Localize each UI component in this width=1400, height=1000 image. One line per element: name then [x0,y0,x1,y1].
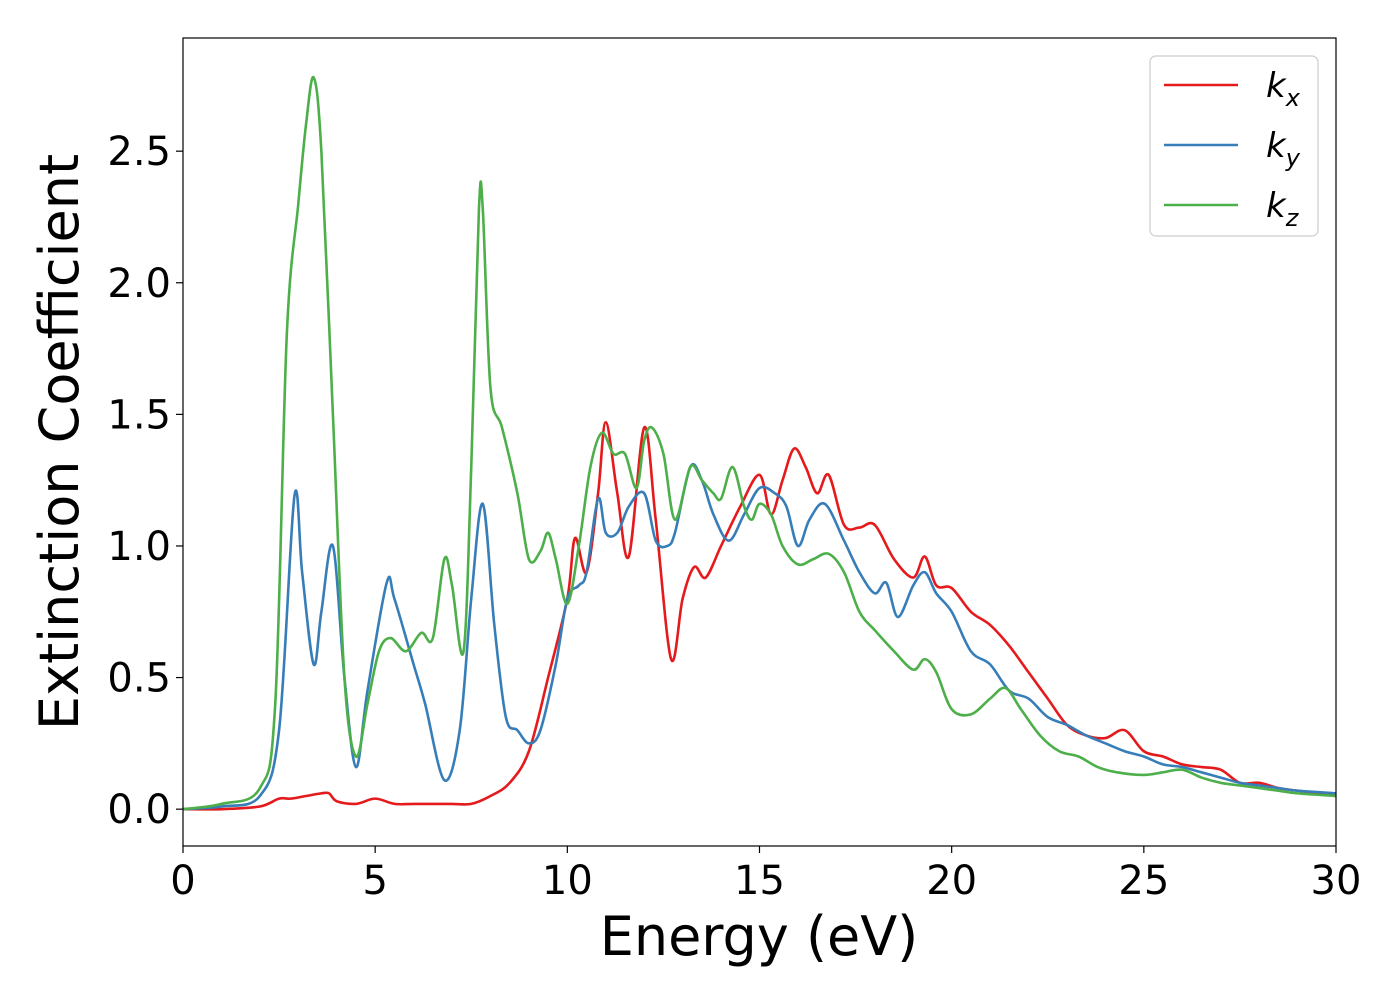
legend-label-z: kz [1266,186,1300,232]
x-axis-ticks: 0 5 10 15 20 25 30 [170,846,1361,904]
x-tick-label: 5 [362,858,387,904]
y-tick-label: 0.5 [107,656,171,702]
y-tick-label: 1.5 [107,392,171,438]
x-tick-label: 0 [170,858,195,904]
y-tick-label: 0.0 [107,787,171,833]
legend-label-subscript: y [1285,144,1301,172]
x-tick-label: 10 [542,858,593,904]
y-tick-label: 1.0 [107,524,171,570]
legend-label-subscript: z [1285,204,1300,232]
y-tick-label: 2.5 [107,129,171,175]
legend-label-base: k [1266,126,1287,166]
series-line-y [183,462,1336,811]
x-axis-label: Energy (eV) [600,905,919,968]
legend-label-base: k [1266,66,1287,106]
y-tick-label: 2.0 [107,261,171,307]
legend-label-subscript: x [1285,84,1301,112]
x-tick-label: 25 [1118,858,1169,904]
legend-label-y: ky [1266,126,1301,172]
x-tick-label: 20 [926,858,977,904]
x-tick-label: 30 [1311,858,1362,904]
series-line-z [183,76,1336,811]
series-layer [183,76,1336,811]
x-tick-label: 15 [734,858,785,904]
legend-label-base: k [1266,186,1287,226]
y-axis-ticks: 0.0 0.5 1.0 1.5 2.0 2.5 [107,129,183,833]
legend-label-x: kx [1266,66,1301,112]
y-axis-label: Extinction Coefficient [28,154,91,730]
